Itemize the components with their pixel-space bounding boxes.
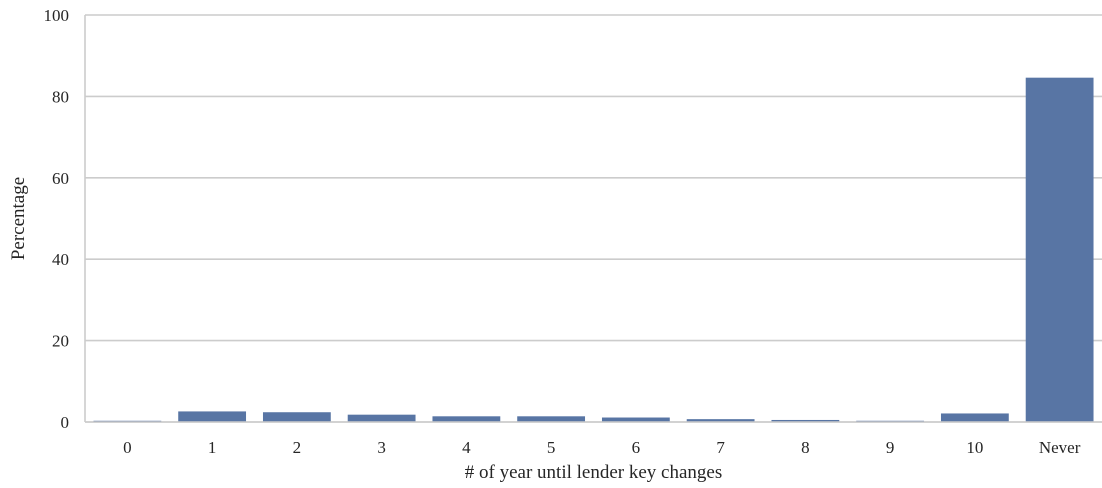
bar-never [1025,77,1094,422]
gridlines [85,14,1102,423]
x-tick-label-4: 4 [462,438,471,457]
x-tick-label-2: 2 [293,438,302,457]
y-tick-label-0: 0 [61,413,70,432]
bar-8 [771,419,840,422]
x-tick-label-6: 6 [632,438,641,457]
x-tick-label-9: 9 [886,438,895,457]
bar-3 [347,414,416,422]
x-tick-label-5: 5 [547,438,556,457]
bar-10 [940,413,1009,422]
y-tick-label-40: 40 [52,250,69,269]
y-tick-label-60: 60 [52,169,69,188]
bar-1 [178,411,247,422]
bar-6 [601,417,670,422]
y-tick-label-100: 100 [44,6,70,25]
x-tick-label-never: Never [1039,438,1081,457]
x-tick-label-10: 10 [966,438,983,457]
x-tick-label-0: 0 [123,438,132,457]
x-tick-labels: 0 1 2 3 4 5 6 7 8 9 10 Never [123,438,1081,457]
y-axis-label: Percentage [8,177,29,260]
y-tick-label-80: 80 [52,87,69,106]
bar-4 [432,416,501,422]
bar-2 [262,412,331,422]
bar-7 [686,419,755,422]
bars [93,77,1094,422]
x-tick-label-1: 1 [208,438,217,457]
x-axis-label: # of year until lender key changes [465,462,722,483]
x-tick-label-3: 3 [377,438,386,457]
y-tick-label-20: 20 [52,332,69,351]
bar-5 [517,416,586,422]
x-tick-label-7: 7 [716,438,725,457]
y-tick-labels: 0 20 40 60 80 100 [44,6,70,432]
x-tick-label-8: 8 [801,438,810,457]
